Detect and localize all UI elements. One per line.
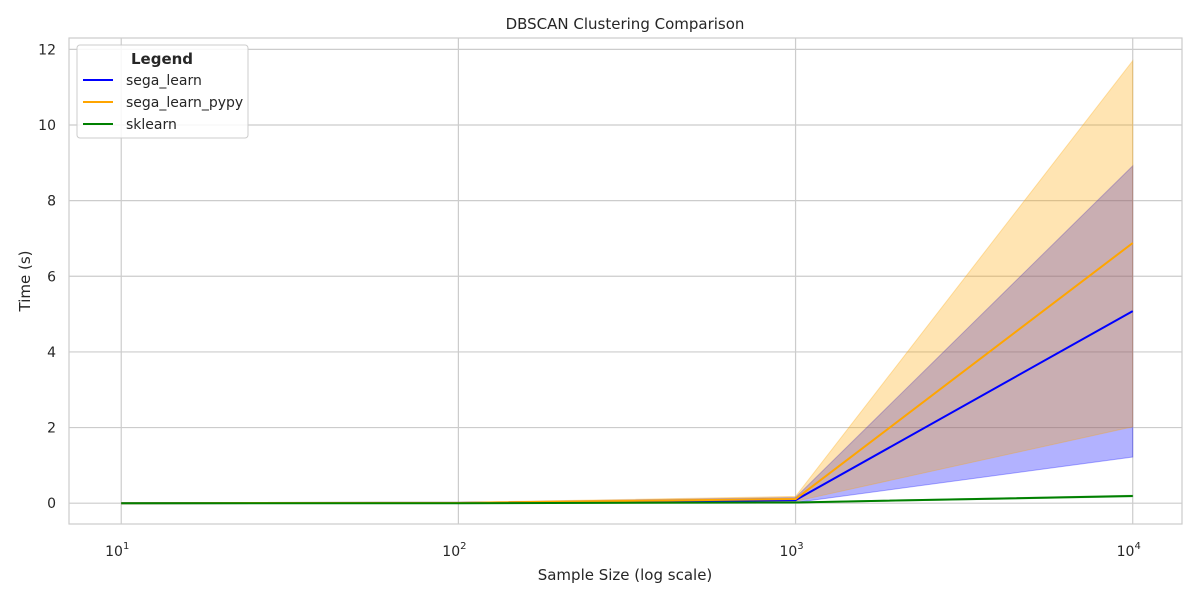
x-tick-label: 101	[105, 541, 129, 560]
plot-frame	[68, 37, 1183, 525]
x-tick-exponent: 2	[460, 541, 466, 552]
y-tick-label: 2	[47, 421, 56, 437]
y-axis-ticks: 0 2 4 6 8 10 12	[38, 42, 56, 512]
x-tick-base: 10	[1117, 544, 1135, 560]
y-axis-label: Time (s)	[16, 251, 34, 313]
plot-area	[69, 38, 1182, 524]
x-tick-label: 103	[779, 541, 803, 560]
x-axis-label: Sample Size (log scale)	[538, 566, 713, 584]
y-tick-label: 6	[47, 269, 56, 285]
x-tick-base: 10	[442, 544, 460, 560]
legend-box	[76, 44, 249, 139]
y-tick-label: 10	[38, 118, 56, 134]
y-tick-label: 8	[47, 194, 56, 210]
y-tick-label: 4	[47, 345, 56, 361]
x-tick-exponent: 3	[797, 541, 803, 552]
legend-label: sega_learn_pypy	[126, 95, 243, 111]
y-tick-label: 12	[38, 42, 56, 58]
x-tick-label: 102	[442, 541, 466, 560]
grid	[69, 38, 1182, 524]
legend-title: Legend	[131, 50, 193, 68]
chart-title: DBSCAN Clustering Comparison	[506, 15, 745, 33]
x-tick-exponent: 1	[123, 541, 129, 552]
legend-label: sega_learn	[126, 73, 202, 89]
x-axis-ticks: 101 102 103 104	[105, 541, 1141, 560]
y-tick-label: 0	[47, 496, 56, 512]
series-line-sklearn	[121, 495, 1133, 505]
x-tick-base: 10	[779, 544, 797, 560]
x-tick-base: 10	[105, 544, 123, 560]
legend-label: sklearn	[126, 117, 177, 133]
x-tick-exponent: 4	[1134, 541, 1140, 552]
series-lines	[121, 242, 1134, 505]
x-tick-label: 104	[1117, 541, 1141, 560]
